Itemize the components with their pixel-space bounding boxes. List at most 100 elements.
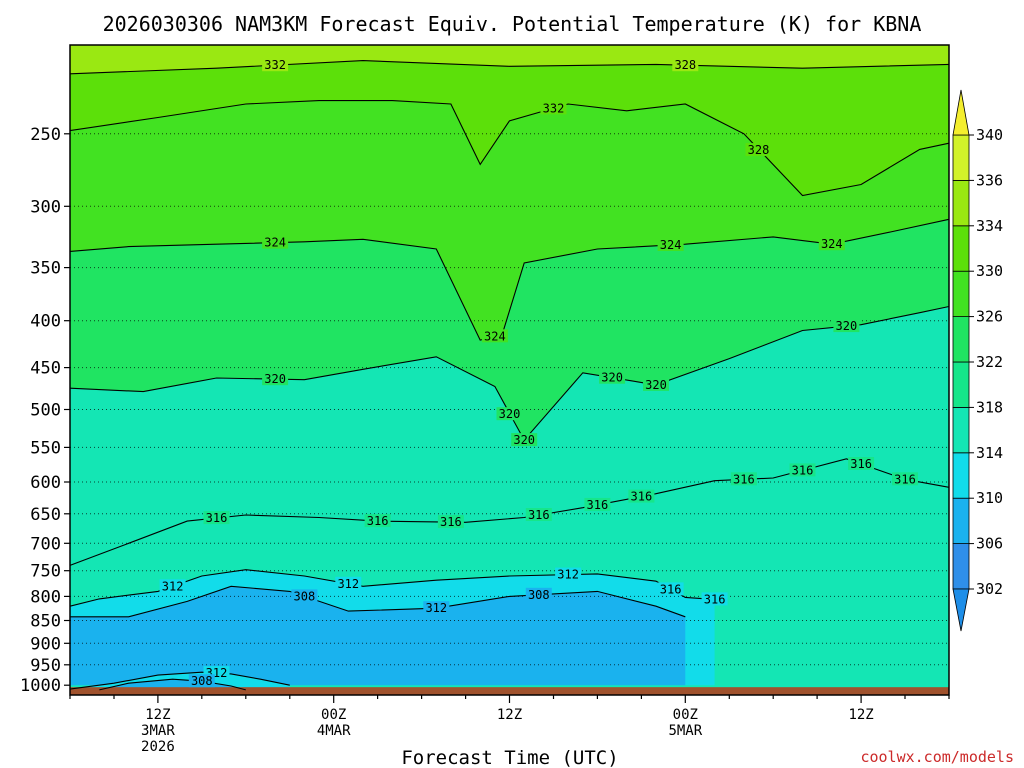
contour-label-bg [730, 472, 757, 486]
x-tick-label: 12Z [497, 707, 522, 723]
contour-label-bg [643, 377, 669, 391]
contour-labels: 332 328 332 328 324 324 324 320 320 320 316 316 316 3… [159, 58, 918, 688]
contour-label: 316 [850, 457, 872, 471]
contour-label-bg [496, 407, 523, 421]
colorbar-arrow-top [952, 89, 970, 136]
contour-328 [69, 100, 950, 197]
colorbar-label: 334 [976, 217, 1003, 235]
contour-label-bg [584, 497, 611, 511]
colorbar-label: 302 [976, 580, 1003, 598]
contour-label: 324 [821, 237, 843, 251]
y-tick-label: 250 [30, 125, 61, 145]
contour-label: 308 [294, 589, 316, 603]
contour-label: 328 [674, 58, 696, 72]
contour-label-bg [262, 235, 289, 249]
y-tick-label: 850 [30, 612, 61, 632]
contour-label: 312 [557, 568, 579, 582]
contour-label: 320 [645, 378, 667, 392]
contour-label-bg [291, 589, 318, 603]
contour-label: 316 [528, 508, 550, 522]
y-tick-label: 900 [30, 634, 61, 654]
contour-label: 308 [528, 588, 550, 602]
contour-label-bg [892, 472, 918, 486]
contour-label: 312 [162, 579, 184, 593]
contour-label: 316 [792, 463, 814, 477]
contour-label-bg [188, 674, 215, 688]
contour-308 [99, 678, 246, 691]
contour-label: 320 [513, 433, 535, 447]
colorbar-segment [952, 179, 970, 227]
y-tick-label: 300 [30, 197, 61, 217]
credit-text[interactable]: coolwx.com/models [860, 748, 1014, 766]
y-tick-label: 650 [30, 505, 61, 525]
contour-label: 316 [440, 515, 462, 529]
contour-label: 328 [748, 143, 770, 157]
x-tick-label: 00Z 4MAR [317, 707, 351, 739]
contour-label: 320 [836, 319, 858, 333]
contour-label-bg [525, 587, 552, 601]
contour-label-bg [701, 592, 728, 606]
contour-label: 320 [499, 407, 521, 421]
colorbar-label: 326 [976, 308, 1003, 326]
x-axis-label: Forecast Time (UTC) [401, 747, 618, 768]
contour-label: 324 [660, 238, 682, 252]
y-tick-label: 450 [30, 359, 61, 379]
contour-label-bg [423, 601, 450, 615]
fill-band-332 [70, 45, 949, 74]
x-tick-label: 00Z 5MAR [668, 707, 702, 739]
colorbar-segment [952, 406, 970, 454]
colorbar-label: 318 [976, 398, 1003, 416]
colorbar-label: 310 [976, 489, 1003, 507]
color-fill [70, 45, 949, 695]
fill-band-308 [70, 586, 686, 686]
contour-332 [69, 60, 950, 75]
contour-label-bg [262, 372, 289, 386]
contour-label: 320 [601, 371, 623, 385]
y-tick-label: 700 [30, 534, 61, 554]
contour-312 [69, 671, 290, 690]
contour-label: 316 [631, 490, 653, 504]
contour-label-bg [599, 370, 626, 384]
x-tick-label: 12Z 3MAR 2026 [141, 707, 175, 755]
contour-label-bg [745, 143, 772, 157]
colorbar-segment [952, 543, 970, 590]
contour-label-bg [262, 58, 289, 72]
colorbar-label: 306 [976, 535, 1003, 553]
contour-label: 312 [425, 601, 447, 615]
contour-label-bg [540, 101, 567, 115]
contour-label-bg [335, 576, 362, 590]
contour-label: 316 [587, 498, 609, 512]
colorbar: 302 306 310 314 318 322 326 330 334 336 340 [952, 89, 1003, 632]
contour-label-bg [657, 238, 684, 251]
contour-label-bg [789, 463, 816, 477]
contour-label: 324 [264, 236, 286, 250]
contour-label-bg [818, 237, 845, 251]
colorbar-segment [952, 316, 970, 363]
contour-label-bg [203, 511, 230, 525]
contour-label: 332 [543, 101, 565, 115]
contour-label-bg [437, 515, 464, 529]
y-tick-label: 800 [30, 587, 61, 607]
colorbar-label: 330 [976, 262, 1003, 280]
colorbar-segment [952, 452, 970, 499]
contour-label: 316 [660, 582, 682, 596]
colorbar-label: 322 [976, 353, 1003, 371]
contour-label-bg [159, 579, 186, 593]
contour-label: 320 [264, 372, 286, 386]
ground-strip [70, 687, 949, 695]
contour-label-bg [555, 567, 582, 581]
colorbar-segment [952, 134, 970, 181]
contour-label-bg [833, 319, 860, 333]
y-tick-label: 950 [30, 656, 61, 676]
y-tick-label: 500 [30, 401, 61, 421]
contour-label: 316 [894, 472, 916, 486]
contour-label-bg [672, 58, 699, 72]
x-axis: 12Z 3MAR 2026 00Z 4MAR 12Z 00Z 5MAR 12Z [69, 695, 950, 755]
colorbar-segment [952, 497, 970, 545]
contour-label-bg [525, 508, 552, 521]
colorbar-label: 336 [976, 171, 1003, 189]
contour-label: 316 [704, 592, 726, 606]
colorbar-label: 340 [976, 126, 1003, 144]
y-tick-label: 400 [30, 312, 61, 332]
